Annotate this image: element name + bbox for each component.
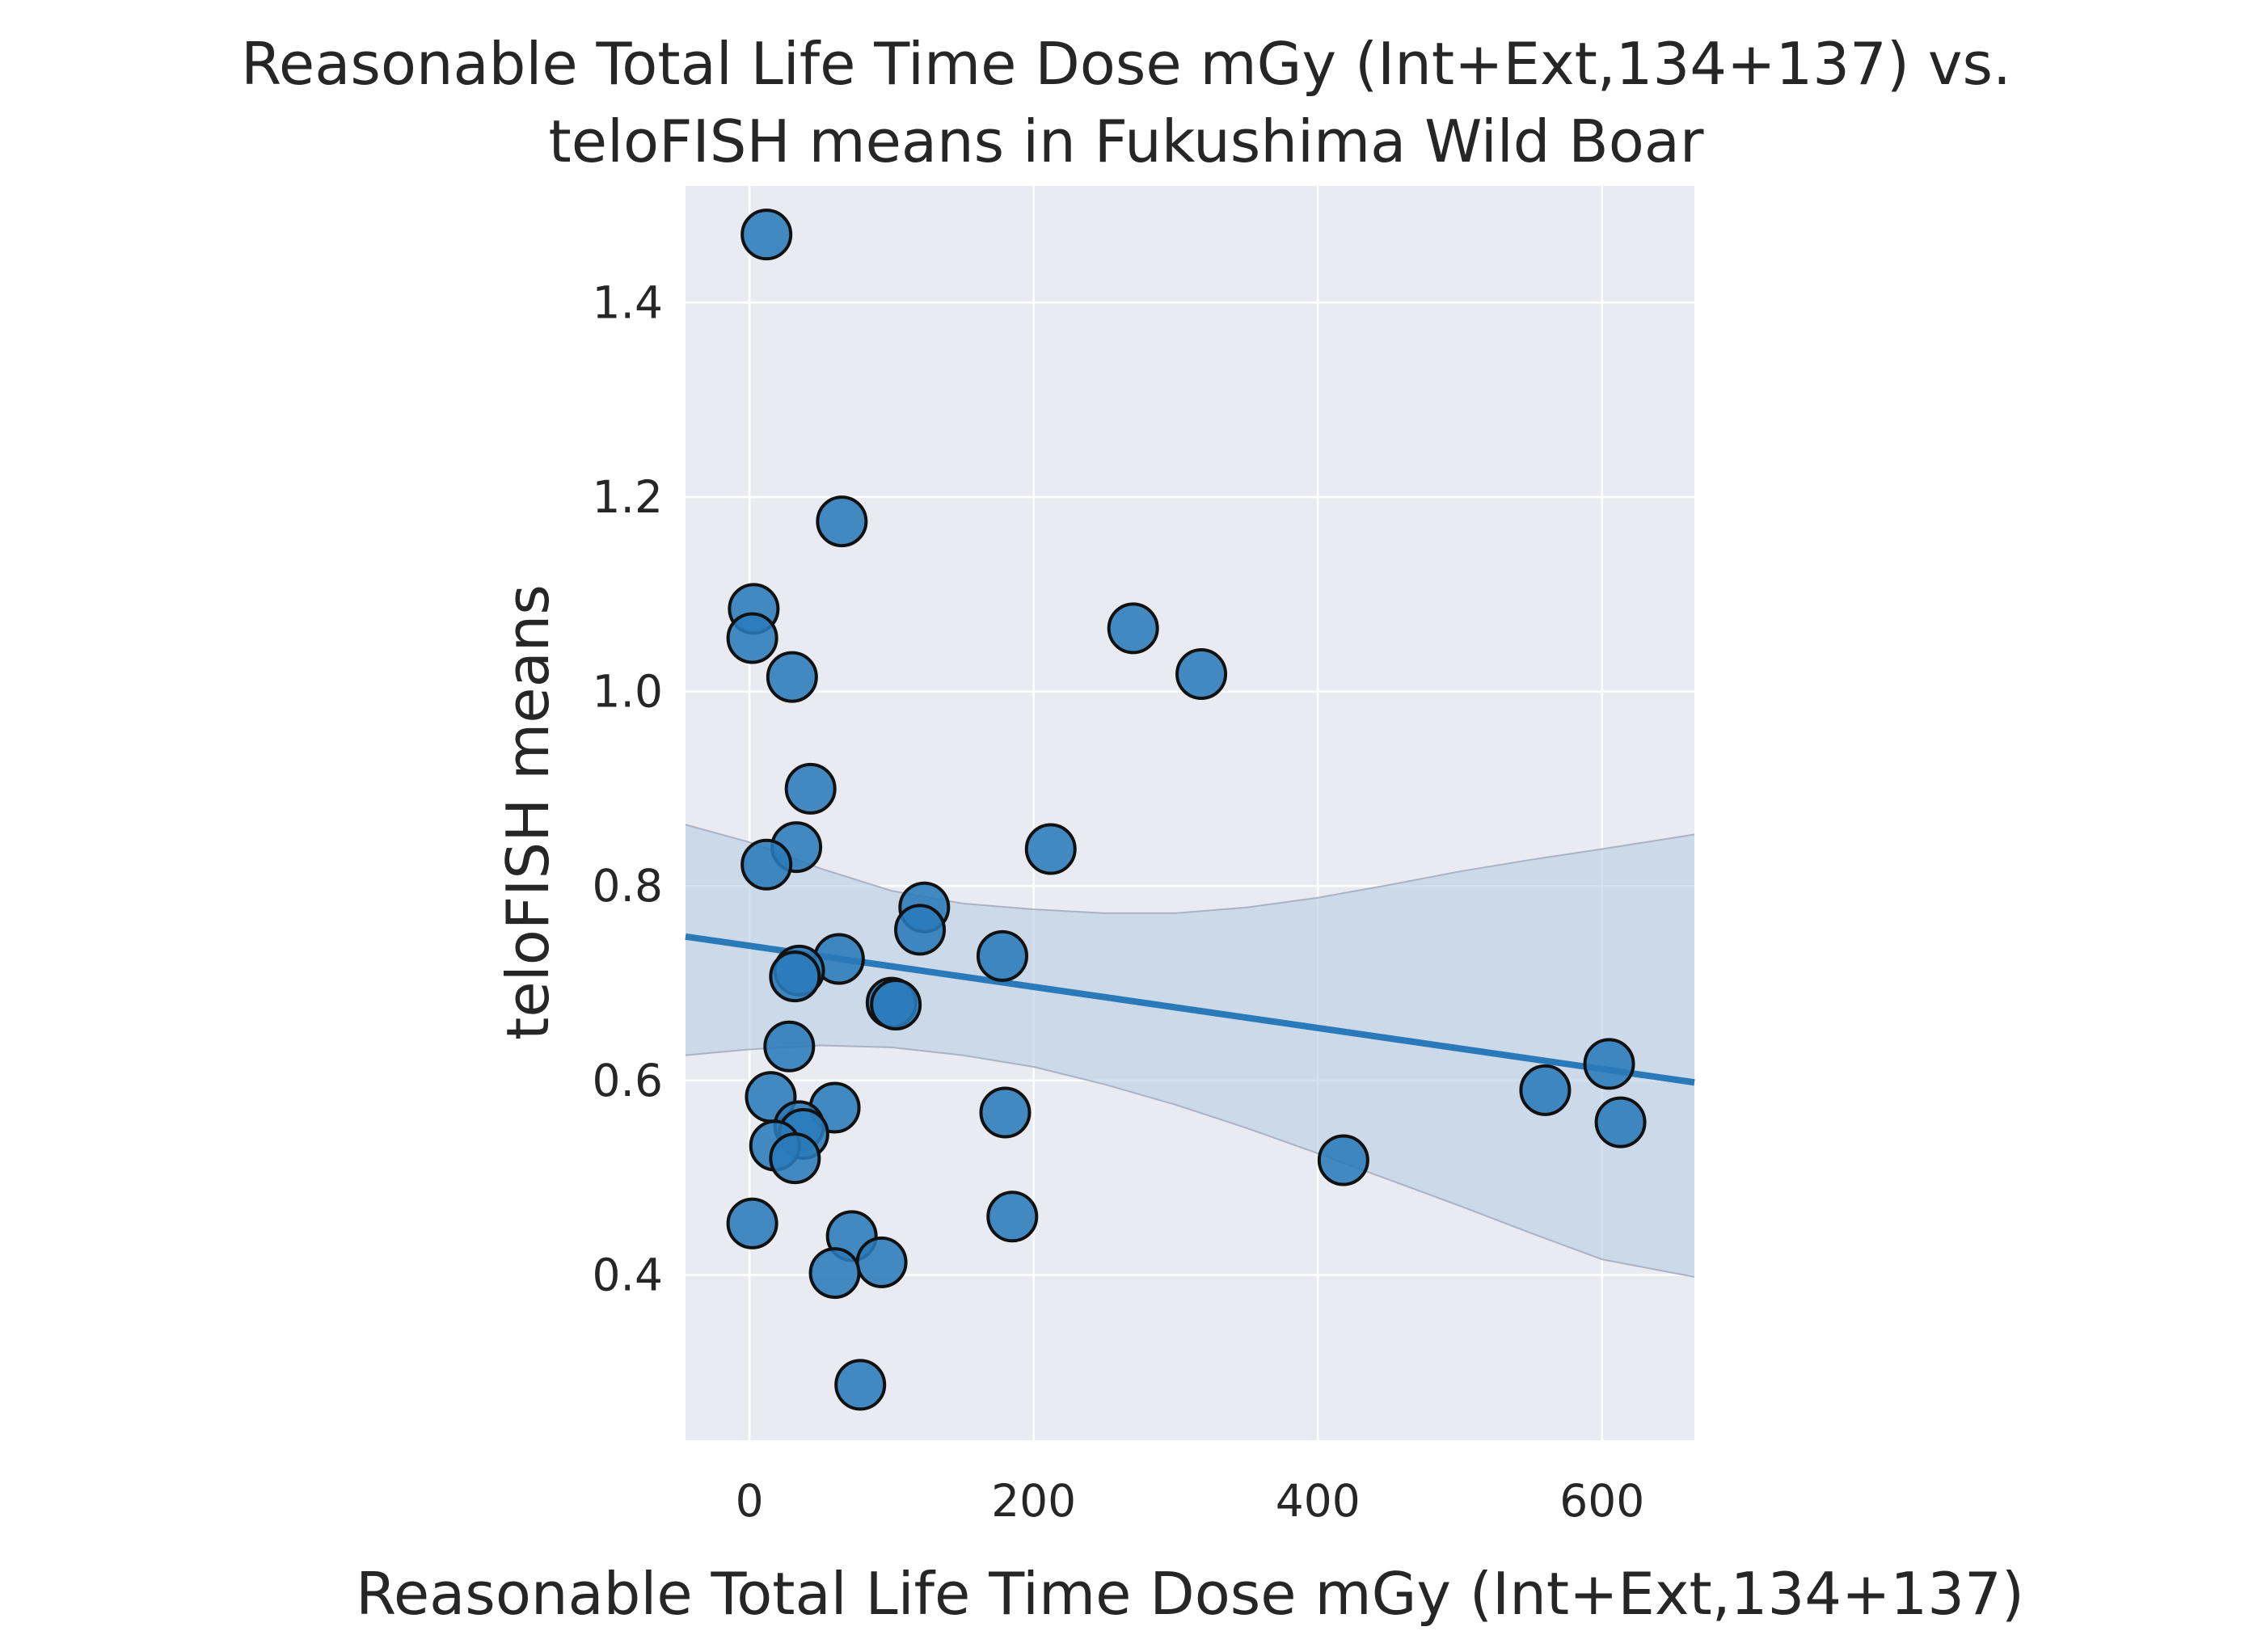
x-tick-label: 600 — [1559, 1475, 1644, 1527]
data-point — [784, 762, 837, 815]
y-tick-label: 0.4 — [593, 1249, 663, 1300]
data-point — [1024, 823, 1077, 875]
data-point — [740, 838, 793, 891]
data-point — [855, 1236, 908, 1288]
data-point — [870, 979, 922, 1031]
data-point — [769, 950, 821, 1003]
data-point — [769, 1132, 821, 1185]
chart-title-line-1: Reasonable Total Life Time Dose mGy (Int… — [241, 30, 2011, 98]
y-axis-ticks: 0.4 0.6 0.8 1.0 1.2 1.4 — [593, 276, 663, 1300]
y-tick-label: 1.4 — [593, 276, 663, 328]
x-tick-label: 400 — [1276, 1475, 1361, 1527]
data-point — [1583, 1038, 1635, 1090]
data-point — [1519, 1064, 1572, 1116]
data-point — [1594, 1096, 1647, 1148]
x-tick-label: 200 — [991, 1475, 1076, 1527]
data-point — [726, 1197, 778, 1250]
data-point — [979, 1086, 1032, 1139]
confidence-band-upper-edge — [685, 824, 1695, 914]
data-point — [740, 209, 793, 261]
y-axis-label: teloFISH means — [494, 584, 562, 1040]
data-point — [894, 904, 947, 956]
data-point — [834, 1359, 887, 1411]
chart-title-line-2: teloFISH means in Fukushima Wild Boar — [549, 107, 1704, 175]
data-point — [816, 495, 868, 548]
data-point — [763, 1020, 816, 1073]
y-tick-label: 1.2 — [593, 471, 663, 523]
data-point — [976, 929, 1028, 982]
data-point — [986, 1191, 1039, 1243]
x-tick-label: 0 — [736, 1475, 764, 1527]
data-point — [726, 612, 778, 664]
data-point — [808, 1247, 861, 1300]
y-tick-label: 0.6 — [593, 1055, 663, 1106]
x-axis-label: Reasonable Total Life Time Dose mGy (Int… — [356, 1560, 2024, 1628]
y-tick-label: 0.8 — [593, 860, 663, 912]
data-point — [1175, 647, 1228, 700]
data-point — [1317, 1134, 1369, 1186]
confidence-band-lower-edge — [685, 1044, 1695, 1278]
x-axis-ticks: 0 200 400 600 — [736, 1475, 1645, 1527]
data-points — [726, 209, 1647, 1411]
data-point — [766, 651, 818, 703]
y-tick-label: 1.0 — [593, 666, 663, 718]
data-point — [1107, 602, 1159, 655]
